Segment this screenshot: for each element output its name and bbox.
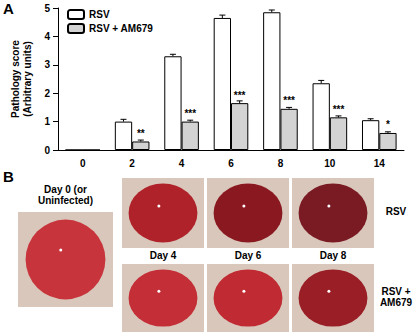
svg-text:8: 8 (278, 158, 284, 169)
svg-text:0: 0 (80, 158, 86, 169)
html-text:Day 4: Day 4 (149, 250, 177, 261)
svg-text:***: *** (184, 108, 196, 119)
html-text:Day 0 (or Uninfected): Day 0 (or Uninfected) (38, 184, 93, 206)
svg-text:RSV: RSV (89, 9, 110, 20)
svg-text:*: * (386, 119, 390, 130)
svg-text:14: 14 (374, 158, 386, 169)
svg-text:2: 2 (44, 88, 50, 99)
svg-text:3: 3 (44, 59, 50, 70)
svg-text:2: 2 (129, 158, 135, 169)
html-text:Day 8: Day 8 (319, 250, 347, 261)
html-text:RSV + AM679: RSV + AM679 (379, 286, 413, 308)
html-text:Day 6: Day 6 (234, 250, 262, 261)
svg-text:10: 10 (324, 158, 336, 169)
svg-text:RSV + AM679: RSV + AM679 (89, 23, 153, 34)
svg-text:Pathology score: Pathology score (10, 40, 21, 118)
svg-text:4: 4 (44, 31, 50, 42)
svg-text:***: *** (283, 95, 295, 106)
svg-text:1: 1 (44, 116, 50, 127)
svg-text:4: 4 (179, 158, 185, 169)
svg-text:(Arbitrary units): (Arbitrary units) (22, 41, 33, 117)
html-text:B: B (3, 168, 14, 185)
svg-text:**: ** (137, 128, 145, 139)
svg-text:***: *** (333, 104, 345, 115)
svg-text:0: 0 (44, 145, 50, 156)
html-text:RSV: RSV (385, 206, 407, 217)
svg-text:5: 5 (44, 3, 50, 14)
svg-text:***: *** (234, 90, 246, 101)
svg-text:6: 6 (228, 158, 234, 169)
html-text:A: A (3, 0, 14, 17)
